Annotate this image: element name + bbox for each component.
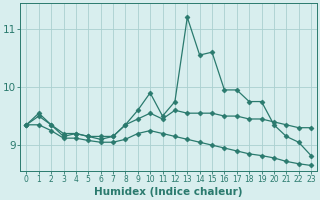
X-axis label: Humidex (Indice chaleur): Humidex (Indice chaleur) [94, 187, 243, 197]
